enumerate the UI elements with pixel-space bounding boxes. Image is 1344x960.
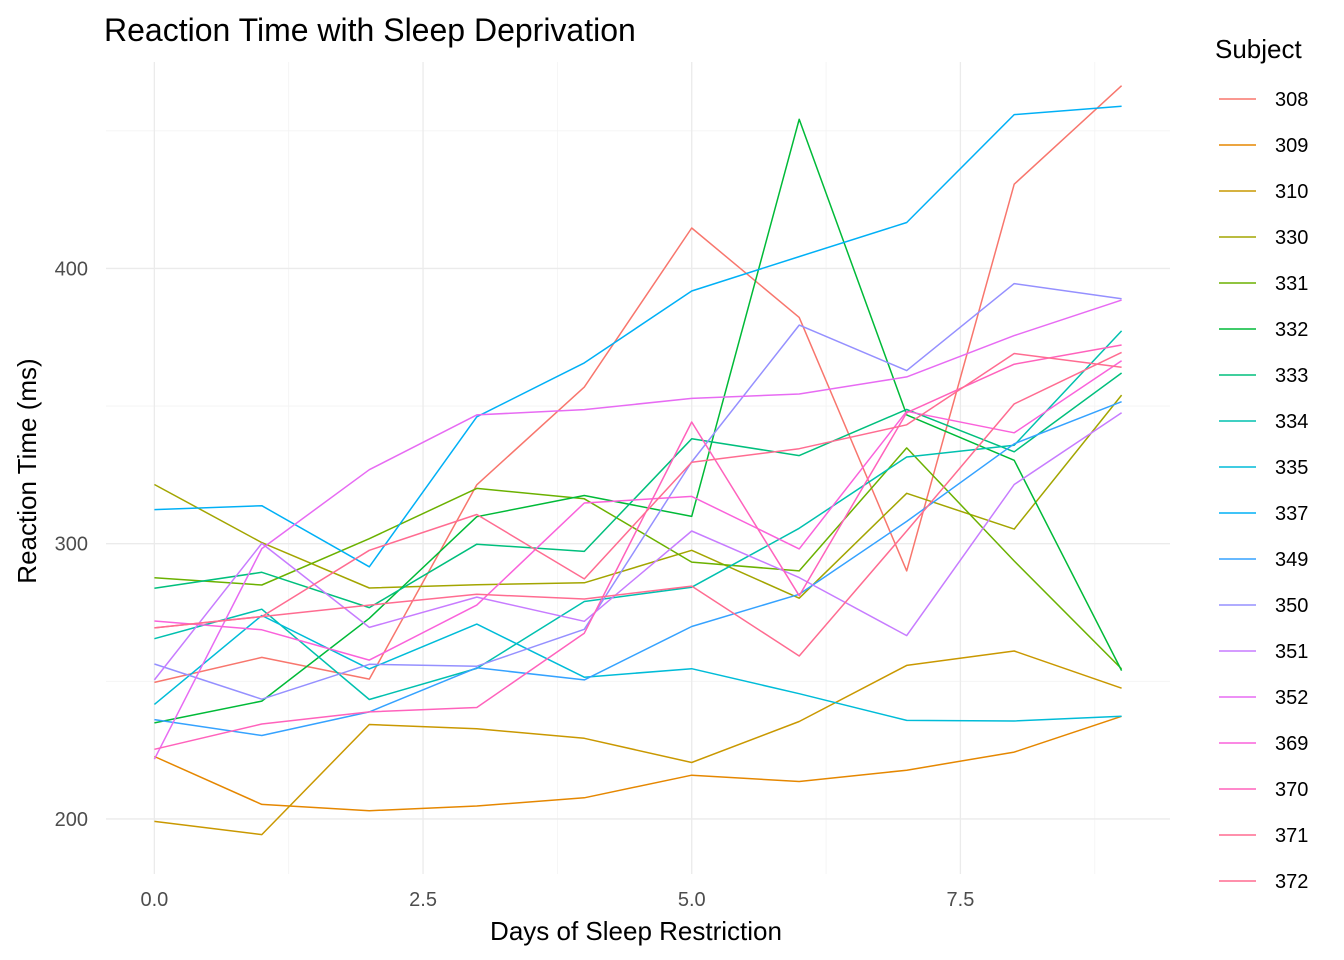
legend-label: 335 xyxy=(1275,457,1308,479)
series-line-350 xyxy=(154,282,1122,700)
series-line-309 xyxy=(154,715,1122,812)
legend-item-337: 337 xyxy=(1219,503,1308,525)
legend-label: 331 xyxy=(1275,273,1308,295)
legend-item-308: 308 xyxy=(1219,89,1308,111)
series-line-308 xyxy=(154,85,1123,684)
legend-label: 334 xyxy=(1275,411,1308,433)
legend-label: 330 xyxy=(1275,227,1308,249)
legend-item-369: 369 xyxy=(1219,733,1308,755)
legend-label: 350 xyxy=(1275,595,1308,617)
legend-item-371: 371 xyxy=(1219,825,1308,847)
x-tick-label: 0.0 xyxy=(140,889,168,911)
series-line-372 xyxy=(154,351,1122,657)
series-line-370 xyxy=(154,344,1122,751)
legend-item-333: 333 xyxy=(1219,365,1308,387)
series-line-351 xyxy=(153,412,1123,681)
legend-label: 349 xyxy=(1275,549,1308,571)
series-lines xyxy=(153,85,1123,836)
legend-label: 337 xyxy=(1275,503,1308,525)
legend-label: 332 xyxy=(1275,319,1308,341)
series-line-310 xyxy=(154,650,1122,836)
legend-label: 371 xyxy=(1275,825,1308,847)
legend-label: 309 xyxy=(1275,135,1308,157)
legend-item-310: 310 xyxy=(1219,181,1308,203)
series-line-333 xyxy=(154,372,1123,609)
x-tick-label: 2.5 xyxy=(409,889,437,911)
series-line-331 xyxy=(154,447,1123,670)
series-line-371 xyxy=(154,352,1122,629)
legend-item-334: 334 xyxy=(1219,411,1308,433)
legend-label: 352 xyxy=(1275,687,1308,709)
x-tick-label: 7.5 xyxy=(947,889,975,911)
x-axis-title: Days of Sleep Restriction xyxy=(490,916,782,946)
y-axis-tick-labels: 200 300 400 xyxy=(55,258,88,831)
series-line-330 xyxy=(154,394,1123,599)
series-line-369 xyxy=(154,360,1123,661)
y-axis-title: Reaction Time (ms) xyxy=(12,358,42,583)
chart-title: Reaction Time with Sleep Deprivation xyxy=(104,12,636,48)
legend: Subject 308 309 310 330 331 332 333 334 335 337 34… xyxy=(1215,34,1308,893)
legend-item-332: 332 xyxy=(1219,319,1308,341)
legend-label: 370 xyxy=(1275,779,1308,801)
legend-item-370: 370 xyxy=(1219,779,1308,801)
y-tick-label: 400 xyxy=(55,258,88,280)
x-axis-tick-labels: 0.0 2.5 5.0 7.5 xyxy=(140,889,974,911)
legend-item-335: 335 xyxy=(1219,457,1308,479)
legend-item-352: 352 xyxy=(1219,687,1308,709)
legend-items: 308 309 310 330 331 332 333 334 335 337 349 350 351 3… xyxy=(1219,89,1308,893)
legend-item-372: 372 xyxy=(1219,871,1308,893)
legend-item-350: 350 xyxy=(1219,595,1308,617)
y-tick-label: 300 xyxy=(55,534,88,556)
series-line-335 xyxy=(153,614,1122,722)
legend-label: 310 xyxy=(1275,181,1308,203)
legend-label: 372 xyxy=(1275,871,1308,893)
legend-label: 369 xyxy=(1275,733,1308,755)
legend-item-349: 349 xyxy=(1219,549,1308,571)
legend-item-351: 351 xyxy=(1219,641,1308,663)
series-line-337 xyxy=(154,105,1122,568)
legend-label: 308 xyxy=(1275,89,1308,111)
legend-item-330: 330 xyxy=(1219,227,1308,249)
x-tick-label: 5.0 xyxy=(678,889,706,911)
series-line-352 xyxy=(153,299,1122,760)
legend-item-309: 309 xyxy=(1219,135,1308,157)
legend-title: Subject xyxy=(1215,34,1302,64)
legend-item-331: 331 xyxy=(1219,273,1308,295)
legend-label: 351 xyxy=(1275,641,1308,663)
series-line-332 xyxy=(154,118,1123,724)
series-line-349 xyxy=(154,401,1122,737)
legend-label: 333 xyxy=(1275,365,1308,387)
series-line-334 xyxy=(154,330,1123,701)
y-tick-label: 200 xyxy=(55,809,88,831)
